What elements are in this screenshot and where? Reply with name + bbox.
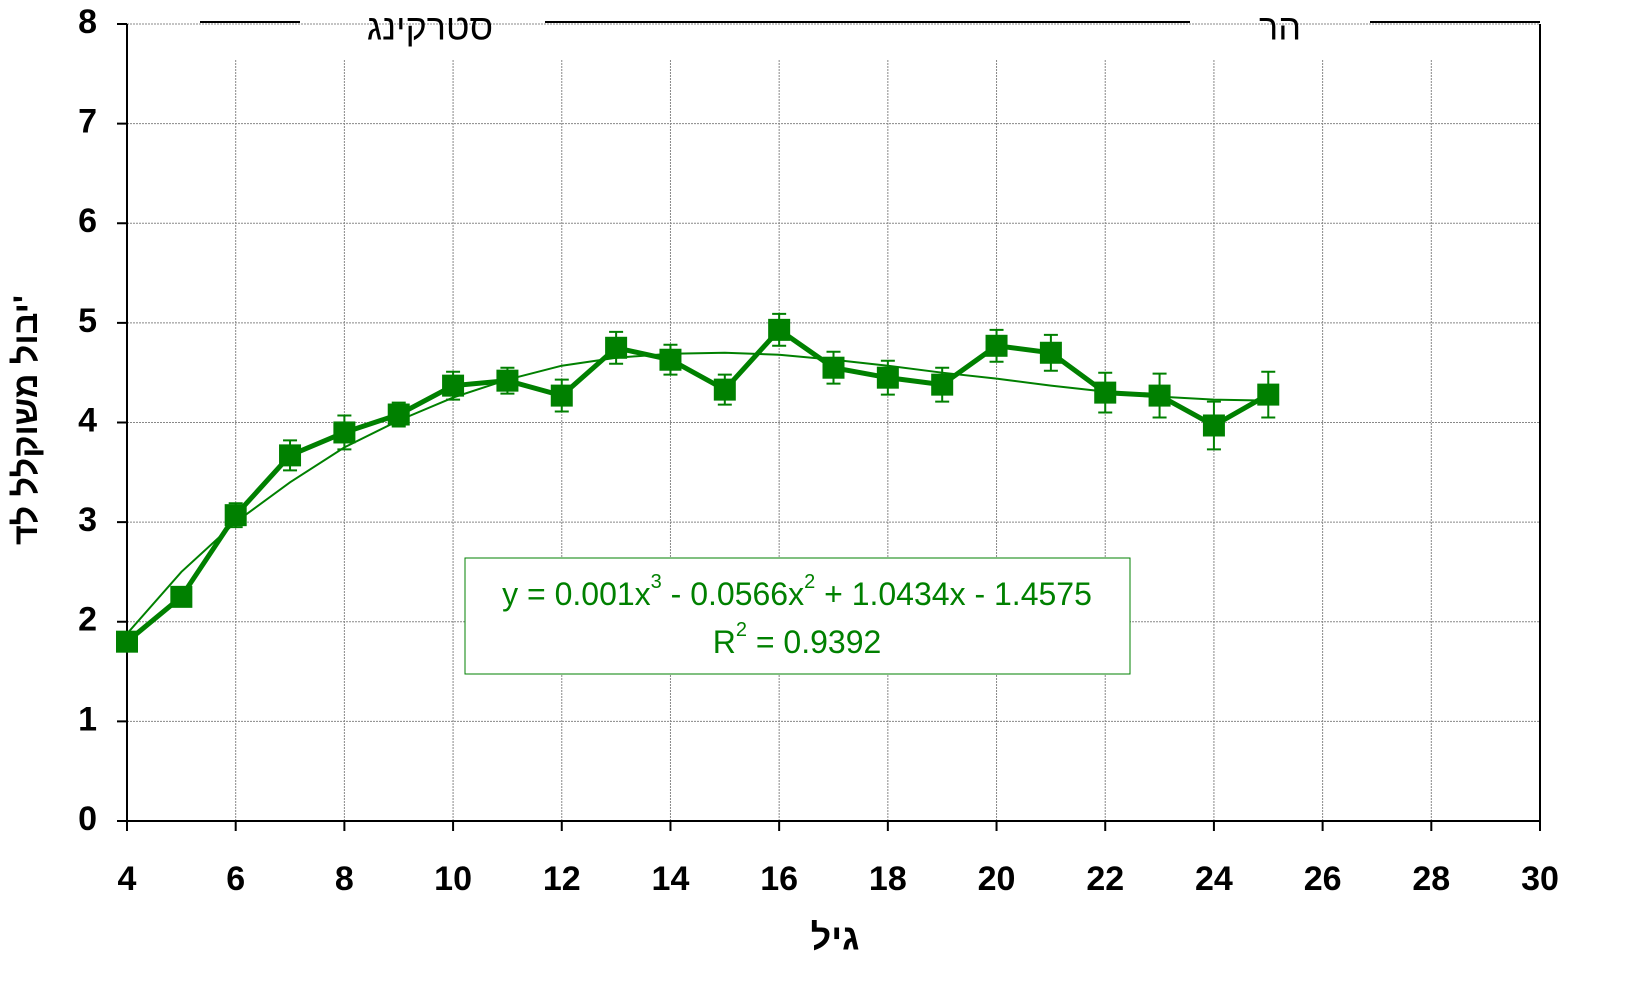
marker bbox=[605, 336, 628, 359]
marker bbox=[333, 421, 356, 444]
marker bbox=[387, 403, 410, 426]
marker bbox=[170, 585, 193, 608]
x-tick-label: 16 bbox=[760, 860, 798, 898]
y-tick-label: 3 bbox=[78, 501, 97, 539]
trendline bbox=[126, 351, 1269, 635]
y-tick-label: 6 bbox=[78, 202, 97, 240]
r-part: R bbox=[713, 624, 736, 660]
x-tick-label: 6 bbox=[226, 860, 245, 898]
x-axis-label: גיל bbox=[811, 917, 860, 958]
equation: y = 0.001x3 - 0.0566x2 + 1.0434x - 1.457… bbox=[502, 571, 1092, 612]
y-tick-label: 7 bbox=[78, 103, 97, 141]
marker bbox=[822, 356, 845, 379]
r-sup: 2 bbox=[736, 619, 747, 641]
marker bbox=[1039, 341, 1062, 364]
eq-sup: 2 bbox=[804, 571, 815, 593]
eq-part: y = 0.001x bbox=[502, 576, 651, 612]
eq-part: + 1.0434x - 1.4575 bbox=[815, 576, 1092, 612]
marker bbox=[1257, 383, 1280, 406]
equation-box bbox=[464, 557, 1131, 675]
y-tick-label: 4 bbox=[78, 401, 97, 439]
x-tick-label: 30 bbox=[1521, 860, 1559, 898]
series-line bbox=[125, 326, 1270, 644]
marker bbox=[224, 504, 247, 527]
x-tick-label: 10 bbox=[434, 860, 472, 898]
y-tick-label: 2 bbox=[78, 601, 97, 639]
eq-part: - 0.0566x bbox=[662, 576, 804, 612]
x-tick-label: 24 bbox=[1195, 860, 1233, 898]
y-tick-label: 5 bbox=[78, 302, 97, 340]
marker bbox=[985, 334, 1008, 357]
r-part: = 0.9392 bbox=[747, 624, 881, 660]
x-tick-label: 22 bbox=[1086, 860, 1124, 898]
marker bbox=[931, 373, 954, 396]
marker bbox=[116, 630, 138, 653]
eq-sup: 3 bbox=[651, 571, 662, 593]
annotation: סטרקינג bbox=[367, 7, 493, 48]
marker bbox=[1148, 384, 1171, 407]
x-tick-label: 4 bbox=[118, 860, 137, 898]
y-axis-label: יבול משוקלל לד' bbox=[7, 295, 45, 545]
x-tick-label: 26 bbox=[1304, 860, 1342, 898]
x-tick-label: 12 bbox=[543, 860, 581, 898]
y-tick-label: 1 bbox=[78, 700, 97, 738]
y-tick-label: 8 bbox=[78, 3, 97, 41]
marker bbox=[496, 369, 519, 392]
x-tick-label: 18 bbox=[869, 860, 907, 898]
x-tick-label: 28 bbox=[1412, 860, 1450, 898]
y-tick-label: 0 bbox=[78, 800, 97, 838]
x-tick-label: 20 bbox=[978, 860, 1016, 898]
marker bbox=[1202, 414, 1225, 437]
marker bbox=[1094, 381, 1117, 404]
x-tick-label: 8 bbox=[335, 860, 354, 898]
annotation: הר bbox=[1259, 7, 1301, 48]
x-tick-label: 14 bbox=[652, 860, 690, 898]
marker bbox=[768, 318, 791, 341]
marker bbox=[713, 378, 736, 401]
marker bbox=[876, 366, 899, 389]
r-squared: R2 = 0.9392 bbox=[713, 619, 882, 660]
marker bbox=[442, 374, 465, 397]
marker bbox=[550, 384, 573, 407]
marker bbox=[279, 444, 302, 467]
marker bbox=[659, 348, 682, 371]
